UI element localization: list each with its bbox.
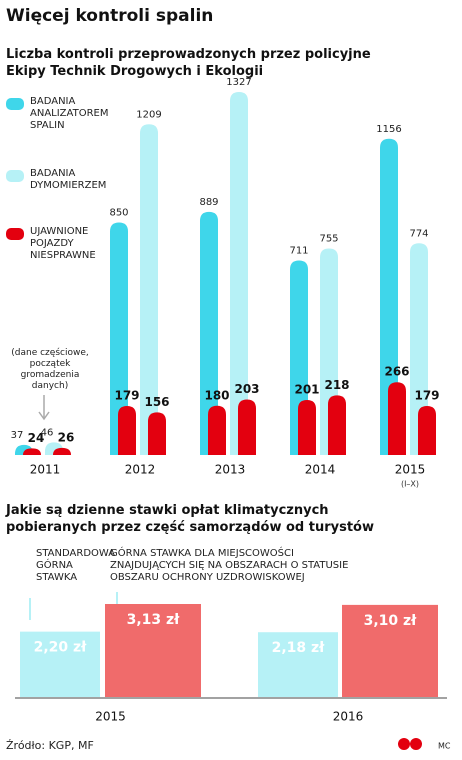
bar <box>380 138 398 455</box>
bar <box>140 124 158 456</box>
bar <box>342 604 438 697</box>
value-label: 1156 <box>376 124 401 135</box>
legend-label: UJAWNIONE POJAZDY NIESPRAWNE <box>30 226 96 261</box>
chart-subtitle: Jakie są dzienne stawki opłat klimatyczn… <box>6 503 374 535</box>
legend-swatch <box>6 228 24 240</box>
legend-label: BADANIA ANALIZATOREM SPALIN <box>30 96 109 131</box>
logo-mark <box>410 738 422 750</box>
defect-label: 24 <box>28 431 45 445</box>
x-tick-note: (I–X) <box>401 480 419 489</box>
defect-bar <box>118 406 136 455</box>
title: Więcej kontroli spalin <box>6 6 213 26</box>
x-tick-label: 2015 <box>395 463 426 477</box>
annotation: (dane częściowe, początek gromadzenia da… <box>11 348 89 391</box>
bar <box>200 211 218 455</box>
value-label: 37 <box>11 430 24 441</box>
x-tick-label: 2015 <box>95 710 126 724</box>
defect-bar <box>23 448 41 455</box>
defect-bar <box>418 406 436 455</box>
defect-label: 266 <box>384 365 409 379</box>
logo-mark <box>398 738 410 750</box>
author: MC <box>438 742 451 751</box>
x-tick-label: 2013 <box>215 463 246 477</box>
legend-swatch <box>6 170 24 182</box>
value-label: 889 <box>199 197 218 208</box>
value-label: 774 <box>409 228 428 239</box>
value-label: 3,13 zł <box>127 612 181 628</box>
legend-label: STANDARDOWA GÓRNA STAWKA <box>36 548 116 583</box>
value-label: 1209 <box>136 109 161 120</box>
x-tick-label: 2012 <box>125 463 156 477</box>
value-label: 2,18 zł <box>272 640 326 656</box>
legend-swatch <box>6 98 24 110</box>
value-label: 755 <box>319 233 338 244</box>
value-label: 711 <box>289 246 308 257</box>
defect-label: 26 <box>58 430 75 444</box>
x-tick-label: 2011 <box>30 463 61 477</box>
bar <box>105 604 201 697</box>
x-tick-label: 2014 <box>305 463 336 477</box>
chart-subtitle: Liczba kontroli przeprowadzonych przez p… <box>6 47 371 79</box>
legend-label: GÓRNA STAWKA DLA MIEJSCOWOŚCI ZNAJDUJĄCY… <box>110 548 349 583</box>
defect-bar <box>298 400 316 455</box>
defect-bar <box>328 395 346 455</box>
defect-label: 179 <box>414 389 439 403</box>
defect-bar <box>53 447 71 455</box>
value-label: 2,20 zł <box>34 640 88 656</box>
defect-label: 156 <box>144 395 169 409</box>
defect-bar <box>208 405 226 455</box>
defect-bar <box>148 412 166 455</box>
defect-bar <box>388 382 406 455</box>
value-label: 1327 <box>226 77 251 88</box>
value-label: 850 <box>109 207 128 218</box>
defect-label: 201 <box>294 383 319 397</box>
x-tick-label: 2016 <box>333 710 364 724</box>
bar <box>258 632 338 697</box>
defect-bar <box>238 399 256 455</box>
legend-label: BADANIA DYMOMIERZEM <box>30 168 107 191</box>
defect-label: 179 <box>114 389 139 403</box>
defect-label: 180 <box>204 388 229 402</box>
annotation-arrow <box>38 395 50 421</box>
bar <box>20 631 100 697</box>
value-label: 46 <box>41 427 54 438</box>
bar <box>110 222 128 455</box>
bar <box>410 243 428 455</box>
defect-label: 218 <box>324 378 349 392</box>
source: Źródło: KGP, MF <box>6 739 94 752</box>
value-label: 3,10 zł <box>364 613 418 629</box>
defect-label: 203 <box>234 382 259 396</box>
bar <box>230 92 248 455</box>
